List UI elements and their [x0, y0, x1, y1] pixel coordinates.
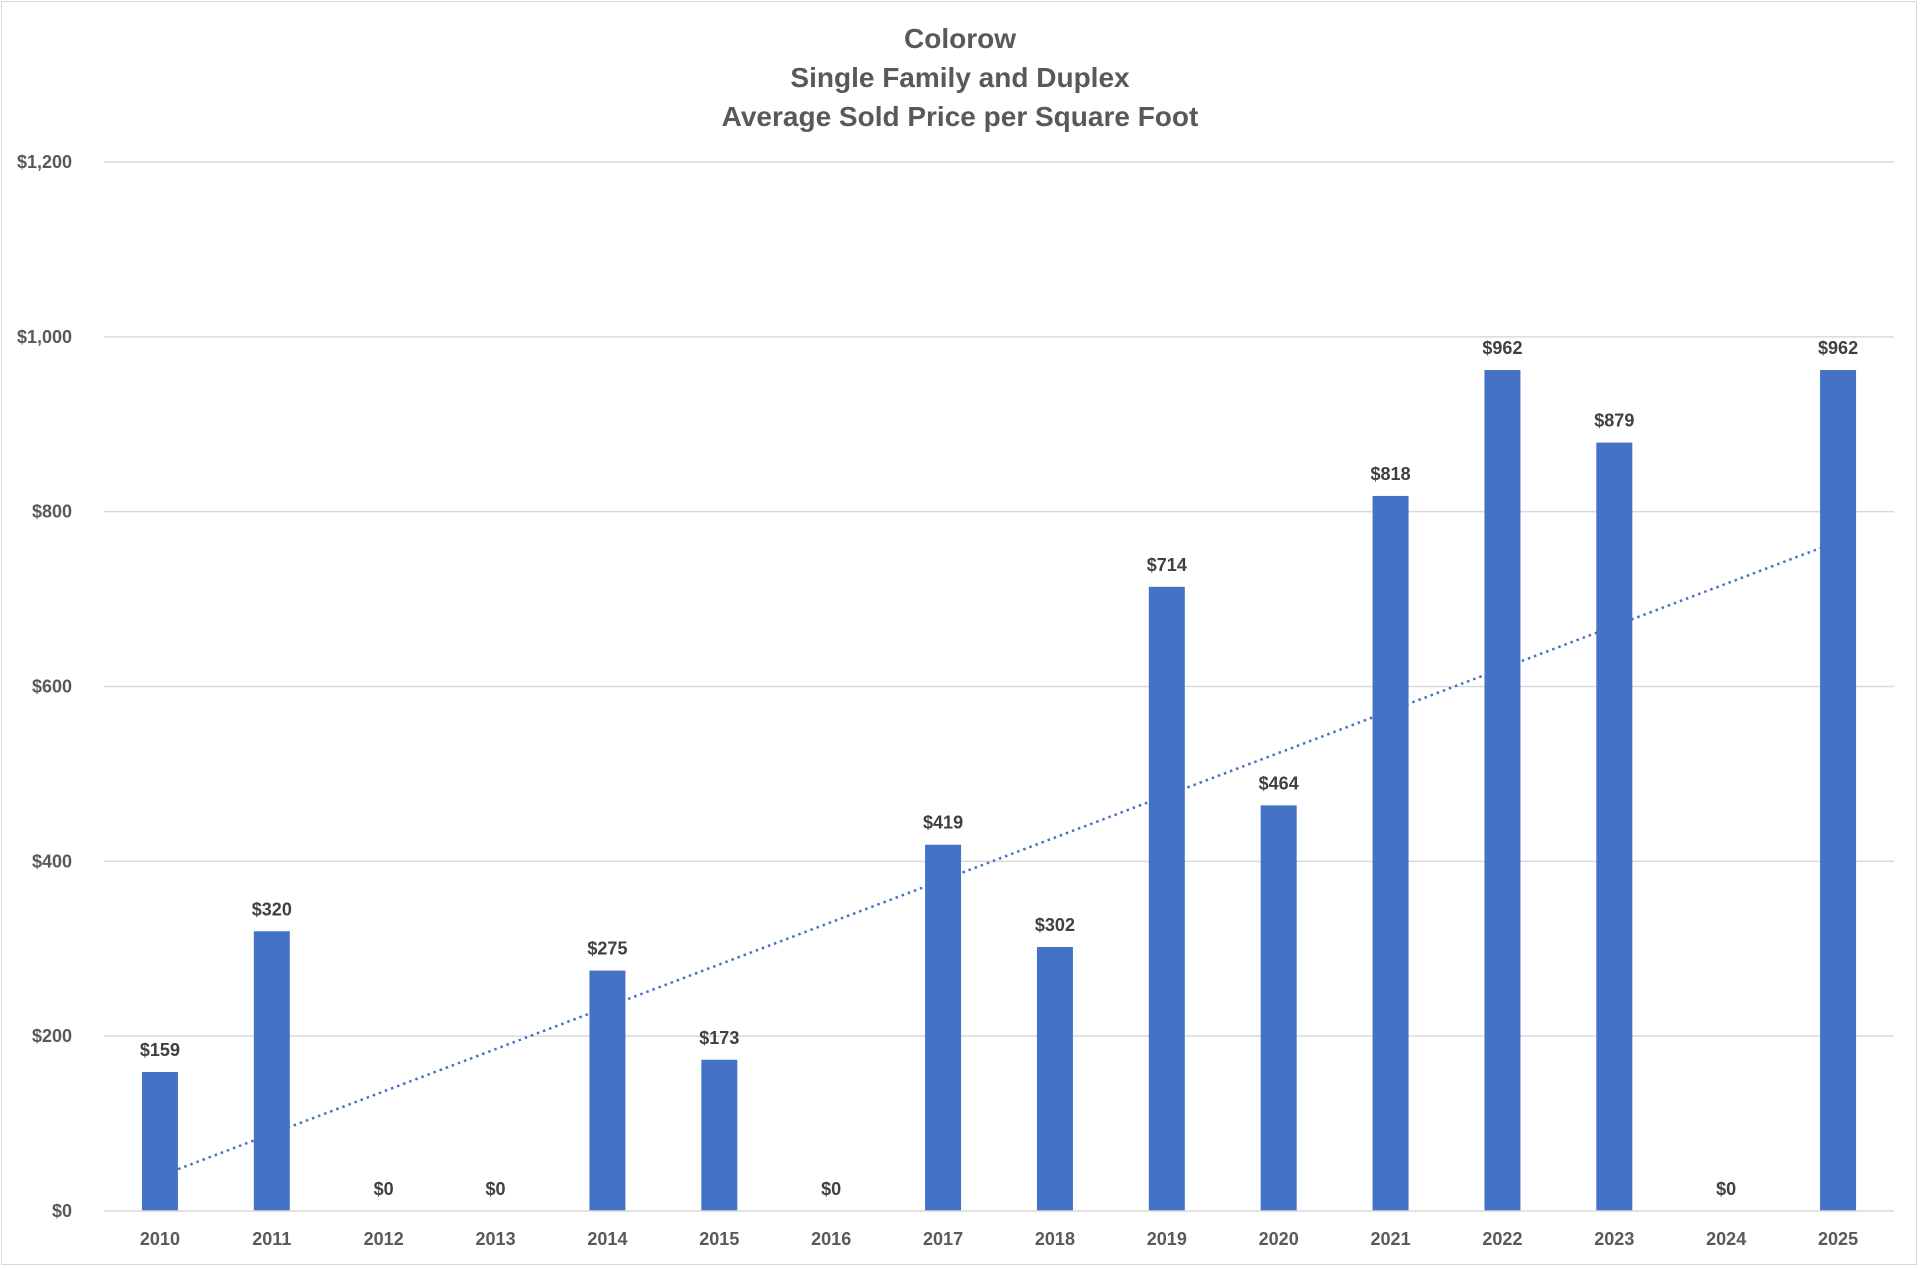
data-label-2014: $275 [587, 939, 627, 959]
data-label-2011: $320 [252, 899, 292, 919]
bar-2017 [925, 844, 962, 1211]
y-tick-label: $400 [32, 851, 72, 871]
data-label-2013: $0 [486, 1179, 506, 1199]
data-label-2025: $962 [1818, 338, 1858, 358]
y-tick-label: $0 [52, 1201, 72, 1221]
x-tick-label-2014: 2014 [587, 1229, 627, 1249]
bar-2018 [1036, 947, 1073, 1211]
x-tick-label-2021: 2021 [1371, 1229, 1411, 1249]
bar-2014 [589, 970, 626, 1211]
x-tick-label-2017: 2017 [923, 1229, 963, 1249]
x-tick-label-2012: 2012 [364, 1229, 404, 1249]
data-label-2023: $879 [1594, 411, 1634, 431]
bar-2021 [1372, 495, 1409, 1212]
bar-2019 [1148, 586, 1185, 1211]
x-tick-label-2024: 2024 [1706, 1229, 1746, 1249]
data-label-2021: $818 [1371, 464, 1411, 484]
x-tick-label-2018: 2018 [1035, 1229, 1075, 1249]
y-tick-label: $200 [32, 1026, 72, 1046]
data-label-2018: $302 [1035, 915, 1075, 935]
x-tick-label-2019: 2019 [1147, 1229, 1187, 1249]
trendline [159, 540, 1839, 1178]
y-tick-label: $600 [32, 677, 72, 697]
x-tick-label-2020: 2020 [1259, 1229, 1299, 1249]
y-tick-label: $1,200 [17, 152, 72, 172]
data-label-2019: $714 [1147, 555, 1187, 575]
chart-title-line-3: Average Sold Price per Square Foot [722, 101, 1199, 132]
data-label-2012: $0 [374, 1179, 394, 1199]
chart-title-line-1: Colorow [904, 23, 1016, 54]
x-tick-label-2010: 2010 [140, 1229, 180, 1249]
bar-2020 [1260, 805, 1297, 1211]
bar-2022 [1484, 370, 1521, 1212]
x-tick-label-2013: 2013 [476, 1229, 516, 1249]
bar-2025 [1820, 370, 1857, 1212]
chart-title-line-2: Single Family and Duplex [790, 62, 1130, 93]
x-tick-label-2025: 2025 [1818, 1229, 1858, 1249]
bar-2010 [141, 1072, 178, 1211]
bar-2023 [1596, 442, 1633, 1211]
x-tick-label-2011: 2011 [252, 1229, 291, 1249]
x-tick-label-2022: 2022 [1482, 1229, 1522, 1249]
y-tick-label: $1,000 [17, 327, 72, 347]
data-label-2010: $159 [140, 1040, 180, 1060]
data-label-2024: $0 [1716, 1179, 1736, 1199]
x-tick-label-2023: 2023 [1594, 1229, 1634, 1249]
x-tick-label-2015: 2015 [699, 1229, 739, 1249]
data-label-2016: $0 [821, 1179, 841, 1199]
data-label-2020: $464 [1259, 773, 1299, 793]
bar-2011 [253, 931, 290, 1211]
y-tick-label: $800 [32, 502, 72, 522]
data-label-2015: $173 [699, 1028, 739, 1048]
data-label-2017: $419 [923, 813, 963, 833]
bar-2015 [701, 1059, 738, 1211]
data-label-2022: $962 [1482, 338, 1522, 358]
x-tick-label-2016: 2016 [811, 1229, 851, 1249]
